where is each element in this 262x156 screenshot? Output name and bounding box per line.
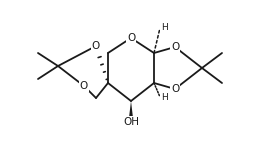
Text: H: H bbox=[161, 24, 167, 32]
Text: O: O bbox=[92, 41, 100, 51]
Text: OH: OH bbox=[123, 117, 139, 127]
Text: O: O bbox=[171, 42, 179, 52]
Text: O: O bbox=[127, 33, 135, 43]
Text: O: O bbox=[171, 84, 179, 94]
Text: O: O bbox=[80, 81, 88, 91]
Text: H: H bbox=[161, 93, 167, 102]
Polygon shape bbox=[128, 101, 134, 122]
